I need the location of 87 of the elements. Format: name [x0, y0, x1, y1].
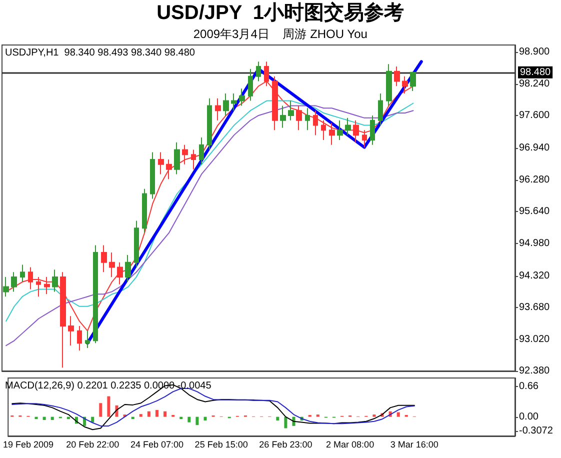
bar: [50, 416, 54, 420]
candlestick: [166, 159, 172, 180]
bar: [284, 416, 288, 428]
candlestick: [11, 272, 17, 292]
candlestick: [191, 149, 196, 170]
candlestick: [36, 276, 41, 298]
candlestick: [248, 68, 253, 102]
candlestick: [296, 105, 302, 131]
bar: [188, 416, 191, 422]
x-tick-label: 24 Feb 07:00: [130, 440, 184, 450]
x-tick-label: 3 Mar 16:00: [390, 440, 438, 450]
candlestick: [329, 122, 335, 146]
candlestick: [68, 316, 74, 346]
candlestick: [158, 152, 164, 175]
candlestick: [85, 330, 90, 348]
y-tick-label: 92.380: [519, 366, 550, 376]
candlestick: [109, 252, 115, 278]
y-tick-label: 93.020: [519, 334, 550, 346]
candlestick: [239, 88, 245, 106]
candlestick: [305, 108, 310, 131]
candlestick: [215, 98, 221, 121]
candlestick: [44, 276, 50, 295]
y-tick-label: 93.680: [519, 302, 550, 313]
candlestick: [3, 276, 9, 298]
candlestick: [313, 110, 318, 136]
y-tick-label: 96.940: [519, 142, 550, 154]
bar: [396, 412, 400, 417]
candlestick: [362, 130, 367, 148]
x-tick-label: 20 Feb 22:00: [66, 440, 120, 450]
candlestick: [345, 117, 351, 136]
bar: [42, 416, 46, 420]
candlestick: [256, 61, 261, 82]
candlestick: [280, 105, 286, 128]
y-tick-label: 98.240: [519, 78, 550, 90]
bar: [164, 411, 167, 417]
y-tick-label: 97.600: [519, 110, 550, 121]
candlestick: [125, 254, 131, 282]
y-tick-label: 98.900: [519, 46, 550, 58]
candlestick: [52, 269, 58, 292]
candlestick: [77, 325, 82, 351]
candlestick: [93, 244, 98, 344]
y-tick-label: 0.66: [519, 381, 539, 392]
y-tick-label: -0.3072: [519, 425, 554, 436]
candlestick: [223, 92, 229, 116]
annotation: USDJPY,H1 98.340 98.493 98.340 98.480: [5, 48, 196, 58]
candlestick: [370, 114, 375, 146]
chart-title: USD/JPY 1小时图交易参考: [156, 1, 404, 24]
candlestick: [288, 100, 294, 121]
bar: [276, 416, 280, 420]
candlestick: [321, 120, 326, 140]
candlestick: [28, 266, 33, 290]
bar: [155, 410, 158, 417]
candlestick: [182, 144, 188, 165]
bar: [99, 403, 102, 417]
x-tick-label: 25 Feb 15:00: [194, 440, 248, 450]
candlestick: [378, 92, 383, 126]
candlestick: [20, 264, 25, 282]
candlestick: [199, 137, 204, 165]
candlestick: [101, 244, 107, 273]
bar: [91, 416, 94, 422]
candlestick: [134, 220, 139, 268]
y-tick-label: 94.320: [519, 270, 550, 282]
bar: [139, 414, 142, 417]
candlestick: [394, 66, 400, 87]
candlestick: [117, 262, 123, 285]
candlestick: [174, 142, 180, 175]
bar: [147, 411, 150, 417]
y-tick-label: 96.280: [519, 174, 550, 186]
candlestick: [207, 98, 212, 150]
x-tick-label: 26 Feb 23:00: [259, 440, 312, 450]
candlestick: [386, 64, 392, 106]
candlestick: [231, 92, 237, 112]
candlestick: [353, 120, 359, 143]
candlestick: [410, 71, 416, 92]
y-tick-label: 0.00: [519, 411, 539, 422]
bar: [204, 416, 207, 420]
candlestick: [150, 152, 155, 200]
candlestick: [142, 188, 147, 234]
bar: [107, 396, 110, 417]
y-tick-label: 94.980: [519, 238, 550, 250]
x-tick-label: 2 Mar 08:00: [326, 440, 374, 450]
x-tick-label: 19 Feb 2009: [2, 440, 54, 450]
chart-subtitle: 2009年3月4日 周游 ZHOU You: [193, 27, 368, 41]
y-tick-label: 95.640: [519, 206, 550, 217]
bar: [196, 416, 199, 426]
ref-line-label: 98.480: [520, 66, 552, 78]
candlestick: [337, 120, 343, 140]
